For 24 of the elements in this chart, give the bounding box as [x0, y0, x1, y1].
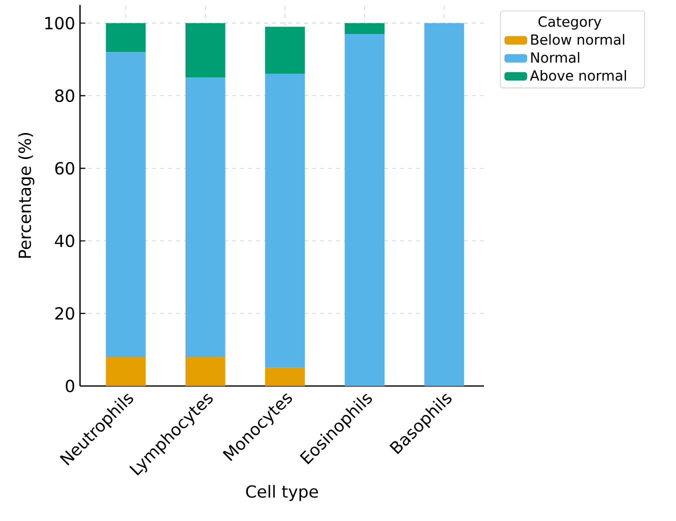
bar [106, 23, 146, 52]
legend-title: Category [538, 16, 602, 30]
legend-label: Normal [531, 52, 580, 63]
bar [344, 23, 384, 34]
y-tick-label: 60 [55, 162, 74, 175]
y-tick-label: 0 [66, 380, 74, 392]
bar [265, 74, 305, 368]
bar [185, 356, 226, 386]
x-axis-title: Cell type [246, 484, 318, 502]
bar [185, 78, 226, 357]
y-axis-title: Percentage (%) [18, 133, 34, 258]
bar [424, 23, 464, 386]
y-tick-label: 40 [54, 234, 74, 248]
bar [185, 23, 226, 78]
bar [265, 368, 305, 386]
bar [106, 356, 146, 386]
bar [106, 52, 146, 357]
bar [344, 34, 384, 386]
y-tick-label: 80 [55, 89, 74, 102]
legend-label: Below normal [531, 34, 624, 45]
y-tick-label: 20 [55, 307, 74, 320]
bar [265, 26, 305, 74]
y-tick-label: 100 [45, 16, 74, 30]
legend-label: Above normal [530, 70, 626, 81]
